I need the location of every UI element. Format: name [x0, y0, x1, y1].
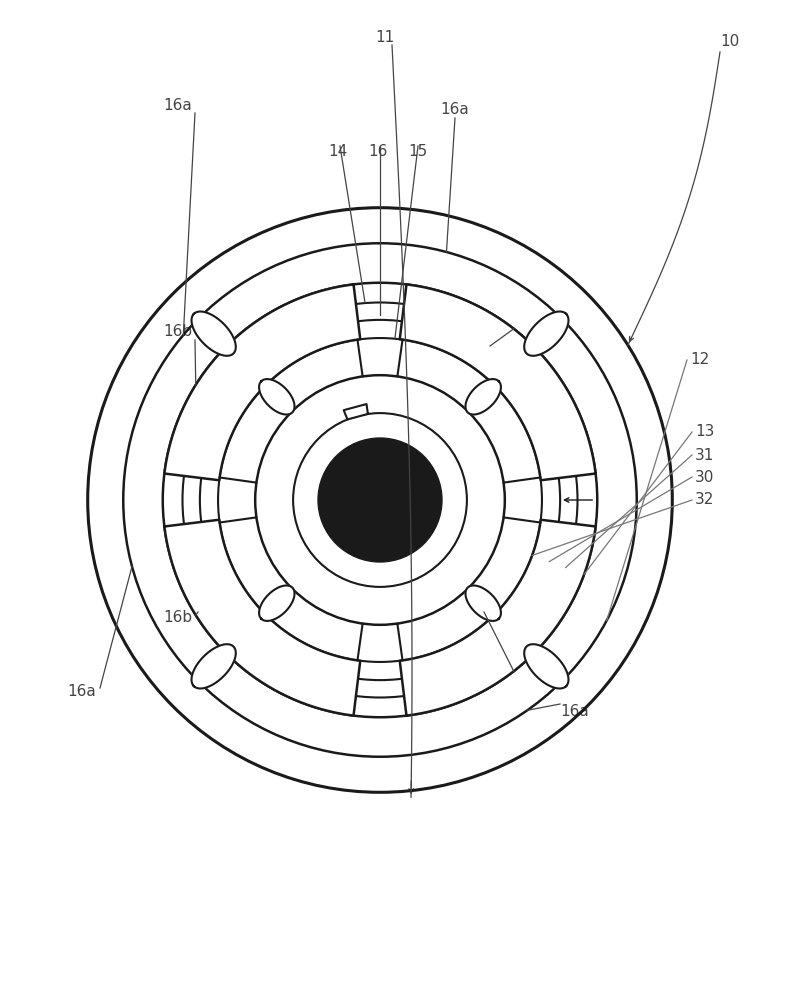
- Text: 10: 10: [720, 34, 739, 49]
- Polygon shape: [400, 520, 596, 716]
- Text: 13: 13: [695, 424, 714, 440]
- Polygon shape: [465, 585, 501, 621]
- Polygon shape: [525, 644, 569, 688]
- Text: 16a: 16a: [68, 684, 96, 700]
- Polygon shape: [259, 585, 295, 621]
- Text: 16b: 16b: [483, 612, 513, 628]
- Polygon shape: [164, 284, 360, 480]
- Text: 16b: 16b: [164, 324, 193, 340]
- Text: 16a: 16a: [164, 98, 193, 112]
- Polygon shape: [344, 404, 368, 419]
- Polygon shape: [164, 520, 360, 716]
- Text: 11: 11: [375, 30, 395, 45]
- Polygon shape: [259, 379, 295, 415]
- Circle shape: [318, 438, 442, 562]
- Text: 32: 32: [695, 492, 714, 508]
- Polygon shape: [465, 379, 501, 415]
- Text: 16b: 16b: [483, 330, 513, 346]
- Text: 12: 12: [690, 353, 709, 367]
- Text: 15: 15: [408, 144, 427, 159]
- Polygon shape: [400, 284, 596, 480]
- Polygon shape: [191, 644, 235, 688]
- Text: 31: 31: [695, 448, 714, 462]
- Text: 16b: 16b: [164, 610, 193, 626]
- Text: 16: 16: [368, 144, 388, 159]
- Polygon shape: [191, 312, 235, 356]
- Text: 14: 14: [329, 144, 348, 159]
- Text: 16a: 16a: [441, 103, 469, 117]
- Text: 30: 30: [695, 470, 714, 485]
- Polygon shape: [525, 312, 569, 356]
- Text: 16a: 16a: [561, 704, 589, 720]
